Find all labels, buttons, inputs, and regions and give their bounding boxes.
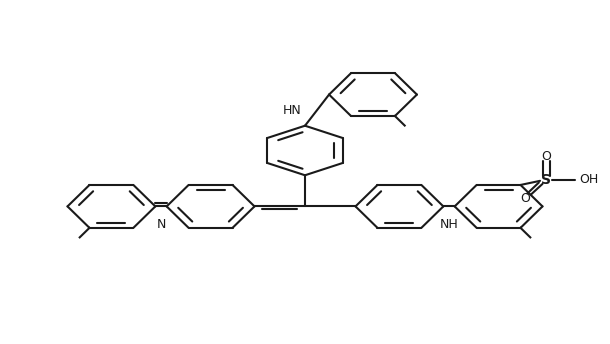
Text: NH: NH <box>440 218 458 231</box>
Text: OH: OH <box>580 173 599 186</box>
Text: O: O <box>541 150 551 163</box>
Text: HN: HN <box>283 104 302 117</box>
Text: N: N <box>156 218 166 232</box>
Text: O: O <box>520 192 529 205</box>
Text: S: S <box>541 173 551 187</box>
